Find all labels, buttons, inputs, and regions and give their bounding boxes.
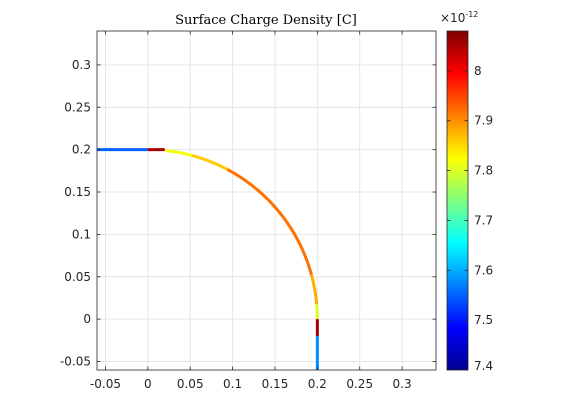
x-tick-label: 0.3 — [393, 377, 412, 391]
axis-ticks: -0.05 0 0.05 0.1 0.15 0.2 0.25 0.3 -0.05 0 0.05 0.1… — [60, 31, 436, 391]
curve-segment — [191, 153, 229, 171]
x-tick-label: 0 — [144, 377, 152, 391]
colorbar-exponent: ×10-12 — [440, 10, 478, 25]
y-tick-label: 0.1 — [72, 227, 91, 241]
y-tick-label: 0 — [83, 312, 91, 326]
colorbar-tick-label: 7.5 — [474, 313, 493, 327]
colorbar-tick-label: 7.4 — [474, 359, 493, 373]
x-tick-label: 0.25 — [346, 377, 373, 391]
x-tick-label: 0.05 — [177, 377, 204, 391]
colorbar-exponent-base: ×10 — [440, 11, 465, 25]
colorbar-tick-label: 7.9 — [474, 114, 493, 128]
data-curve — [97, 148, 319, 370]
colorbar-gradient — [447, 31, 468, 370]
colorbar-tick-label: 8 — [474, 64, 482, 78]
colorbar: 7.4 7.5 7.6 7.7 7.8 7.9 8 ×10-12 — [440, 10, 493, 373]
y-tick-label: 0.3 — [72, 58, 91, 72]
colorbar-box — [446, 30, 469, 371]
y-tick-label: 0.2 — [72, 143, 91, 157]
curve-segment — [310, 274, 319, 306]
chart-title: Surface Charge Density [C] — [175, 13, 357, 28]
colorbar-tick-label: 7.7 — [474, 213, 493, 227]
y-tick-label: -0.05 — [60, 355, 91, 369]
curve-segment — [226, 168, 314, 276]
axes-box — [96, 30, 437, 371]
y-tick-label: 0.15 — [64, 185, 91, 199]
grid-lines — [97, 31, 436, 370]
colorbar-ticks: 7.4 7.5 7.6 7.7 7.8 7.9 8 — [447, 64, 493, 373]
colorbar-tick-label: 7.6 — [474, 263, 493, 277]
x-tick-label: 0.1 — [223, 377, 242, 391]
axes-background — [97, 31, 436, 370]
colorbar-tick-label: 7.8 — [474, 164, 493, 178]
y-tick-label: 0.05 — [64, 270, 91, 284]
x-tick-label: 0.2 — [308, 377, 327, 391]
curve-segment — [315, 303, 319, 321]
x-tick-label: -0.05 — [90, 377, 121, 391]
x-tick-label: 0.15 — [262, 377, 289, 391]
curve-segment — [164, 149, 193, 157]
y-tick-label: 0.25 — [64, 100, 91, 114]
plot-area: -0.05 0 0.05 0.1 0.15 0.2 0.25 0.3 -0.05 0 0.05 0.1… — [60, 30, 437, 391]
colorbar-exponent-power: -12 — [465, 10, 478, 19]
